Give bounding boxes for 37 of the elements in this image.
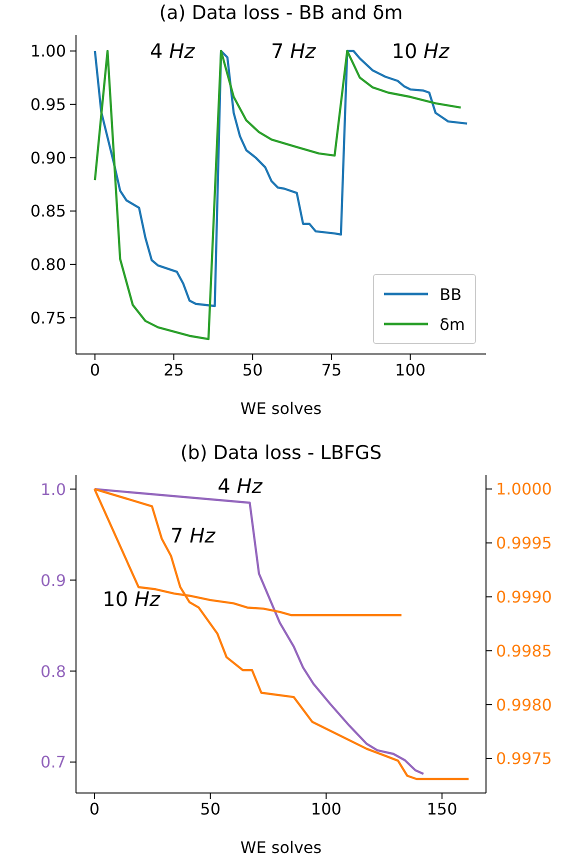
y-tick-label: 0.7 xyxy=(40,752,66,772)
y2-tick-label: 0.9995 xyxy=(496,534,552,553)
y-tick-label: 0.75 xyxy=(30,308,66,328)
x-tick-label: 25 xyxy=(164,360,184,380)
y-tick-label: 0.90 xyxy=(30,148,66,168)
y2-tick-label: 0.9985 xyxy=(496,641,552,660)
chart-title: (b) Data loss - LBFGS xyxy=(179,442,383,464)
y-tick-label: 0.85 xyxy=(30,202,66,221)
chart-title: (a) Data loss - BB and δm xyxy=(158,2,404,24)
annotation: 7 Hz xyxy=(170,523,216,548)
x-axis-title: WE solves xyxy=(240,838,322,857)
y2-tick-label: 0.9980 xyxy=(496,695,552,714)
annotation: 10 Hz xyxy=(392,38,450,63)
y-tick-label: 1.0 xyxy=(40,480,66,499)
y2-tick-label: 1.0000 xyxy=(496,480,552,499)
legend-label: BB xyxy=(440,284,462,304)
annotation: 7 Hz xyxy=(270,38,316,63)
x-tick-label: 0 xyxy=(90,360,100,380)
y2-tick-label: 0.9975 xyxy=(496,749,552,768)
x-tick-label: 100 xyxy=(310,799,342,818)
x-tick-label: 50 xyxy=(200,799,221,818)
y2-tick-label: 0.9990 xyxy=(496,587,552,606)
y-tick-label: 1.00 xyxy=(30,42,66,61)
annotation: 4 Hz xyxy=(218,474,263,498)
annotation: 10 Hz xyxy=(102,587,161,612)
legend-label: δm xyxy=(440,314,465,334)
y-tick-label: 0.9 xyxy=(40,570,66,590)
x-tick-label: 75 xyxy=(321,360,342,380)
x-tick-label: 0 xyxy=(89,799,100,818)
y-tick-label: 0.95 xyxy=(30,95,66,114)
x-tick-label: 50 xyxy=(242,360,263,380)
annotation: 4 Hz xyxy=(150,38,196,63)
x-tick-label: 100 xyxy=(395,360,426,380)
y-tick-label: 0.8 xyxy=(40,662,66,681)
x-tick-label: 150 xyxy=(426,799,458,818)
y-tick-label: 0.80 xyxy=(30,255,66,274)
x-axis-title: WE solves xyxy=(240,399,322,418)
